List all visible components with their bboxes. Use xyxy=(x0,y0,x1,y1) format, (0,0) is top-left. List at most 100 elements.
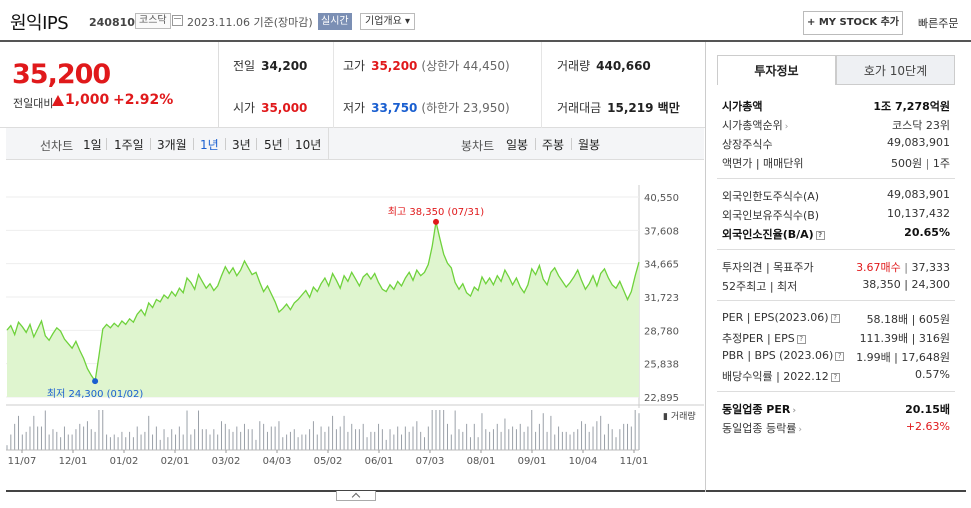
quick-order-link[interactable]: 빠른주문 xyxy=(918,17,959,30)
volume-bar xyxy=(358,429,360,450)
high-annotation: 최고 38,350 (07/31) xyxy=(388,206,484,218)
tab-1y[interactable]: 1년 xyxy=(200,138,219,152)
volume-bar xyxy=(63,426,65,450)
sector-per-row[interactable]: 동일업종 PER › 20.15배 xyxy=(722,403,950,416)
volume-bar xyxy=(550,415,552,450)
volume-bar xyxy=(420,431,422,450)
y-tick-label: 28,780 xyxy=(644,326,679,337)
volume-bar xyxy=(136,426,138,450)
sector-change-row[interactable]: 동일업종 등락률 › +2.63% xyxy=(722,420,950,435)
chevron-right-icon: › xyxy=(792,406,797,416)
volume-bar xyxy=(519,423,521,450)
tab-1d[interactable]: 1일 xyxy=(83,138,102,152)
help-icon[interactable]: ? xyxy=(815,231,825,240)
x-tick-label: 09/01 xyxy=(518,456,547,467)
volume-bar xyxy=(558,426,560,450)
par-row: 액면가 | 매매단위 500원 | 1주 xyxy=(722,157,950,170)
volume-bar xyxy=(378,423,380,450)
stock-code: 240810 xyxy=(89,16,135,29)
volume-bar xyxy=(175,434,177,450)
volume-bar xyxy=(469,437,471,450)
volume-bar xyxy=(29,426,31,450)
volume-bar xyxy=(385,439,387,450)
volume-bar xyxy=(512,426,514,450)
volume-bar xyxy=(263,423,265,450)
volume-bar xyxy=(289,431,291,450)
volume-bar xyxy=(611,429,613,450)
y-tick-label: 31,723 xyxy=(644,293,679,304)
volume-bar xyxy=(182,434,184,450)
tab-3m[interactable]: 3개월 xyxy=(157,138,187,152)
volume-bar xyxy=(186,410,188,450)
volume-bar xyxy=(90,429,92,450)
volume-bar xyxy=(397,426,399,450)
volume-bar xyxy=(374,431,376,450)
volume-bar xyxy=(106,434,108,450)
y-tick-label: 25,838 xyxy=(644,360,679,371)
divider xyxy=(717,300,955,301)
candle-chart-label: 봉차트 xyxy=(461,139,495,153)
volume-bar xyxy=(435,410,437,450)
price-chart[interactable]: 40,550 37,608 34,665 31,723 28,780 25,838 22,8… xyxy=(6,160,704,490)
high-marker xyxy=(432,218,439,225)
volume-bar xyxy=(121,431,123,450)
volume-bar xyxy=(477,437,479,450)
volume-bar xyxy=(40,426,42,450)
volume-bar xyxy=(515,429,517,450)
volume-bar xyxy=(224,423,226,450)
volume-bar xyxy=(443,410,445,450)
volume-bar xyxy=(408,431,410,450)
current-price: 35,200 xyxy=(12,59,111,90)
help-icon[interactable]: ? xyxy=(830,314,840,323)
tab-1w[interactable]: 1주일 xyxy=(114,138,144,152)
volume-bar xyxy=(159,439,161,450)
volume-bar xyxy=(446,423,448,450)
volume-bar xyxy=(355,429,357,450)
company-overview-dropdown[interactable]: 기업개요 ▾ xyxy=(360,13,415,30)
volume-bar xyxy=(351,423,353,450)
volume-bar xyxy=(94,431,96,450)
y-tick-label: 34,665 xyxy=(644,260,679,271)
volume-bar xyxy=(607,423,609,450)
y-tick-label: 22,895 xyxy=(644,393,679,404)
volume-bar xyxy=(140,434,142,450)
tab-weekly-candle[interactable]: 주봉 xyxy=(542,138,565,152)
volume-bar xyxy=(431,410,433,450)
tab-daily-candle[interactable]: 일봉 xyxy=(506,138,529,152)
collapse-chart-button[interactable] xyxy=(336,491,376,501)
low-marker xyxy=(92,378,99,385)
stock-name: 원익IPS xyxy=(10,13,69,34)
stat-low: 저가 33,750 (하한가 23,950) xyxy=(343,101,510,115)
tab-3y[interactable]: 3년 xyxy=(232,138,251,152)
x-tick-label: 10/04 xyxy=(569,456,598,467)
calendar-icon xyxy=(172,15,183,26)
tab-5y[interactable]: 5년 xyxy=(264,138,283,152)
price-summary: 35,200 전일대비 1,000 +2.92% xyxy=(0,42,218,128)
shares-row: 상장주식수 49,083,901 xyxy=(722,136,950,151)
divider xyxy=(571,138,572,150)
divider xyxy=(333,42,334,128)
tab-investment-info[interactable]: 투자정보 xyxy=(717,55,836,85)
volume-bar xyxy=(259,421,261,450)
x-tick-label: 07/03 xyxy=(416,456,445,467)
chart-period-tabs: 선차트 1일 1주일 3개월 1년 3년 5년 10년 봉차트 일봉 주봉 월봉 xyxy=(6,128,704,160)
base-date: 2023.11.06 기준(장마감) xyxy=(187,16,313,29)
help-icon[interactable]: ? xyxy=(830,373,840,382)
help-icon[interactable]: ? xyxy=(835,352,845,361)
help-icon[interactable]: ? xyxy=(796,335,806,344)
tab-monthly-candle[interactable]: 월봉 xyxy=(578,138,601,152)
divider xyxy=(717,178,955,179)
x-tick-label: 08/01 xyxy=(467,456,496,467)
divider xyxy=(717,391,955,392)
volume-bar xyxy=(335,429,337,450)
realtime-button[interactable]: 실시간 xyxy=(318,13,352,30)
tab-10y[interactable]: 10년 xyxy=(295,138,322,152)
volume-bar xyxy=(546,431,548,450)
volume-bar xyxy=(274,426,276,450)
volume-bar xyxy=(117,437,119,450)
volume-bar xyxy=(71,434,73,450)
volume-bar xyxy=(623,423,625,450)
market-cap-rank-row[interactable]: 시가총액순위 › 코스닥 23위 xyxy=(722,119,950,132)
tab-orderbook-10[interactable]: 호가 10단계 xyxy=(836,55,955,85)
add-mystock-button[interactable]: + MY STOCK 추가 xyxy=(803,11,903,35)
